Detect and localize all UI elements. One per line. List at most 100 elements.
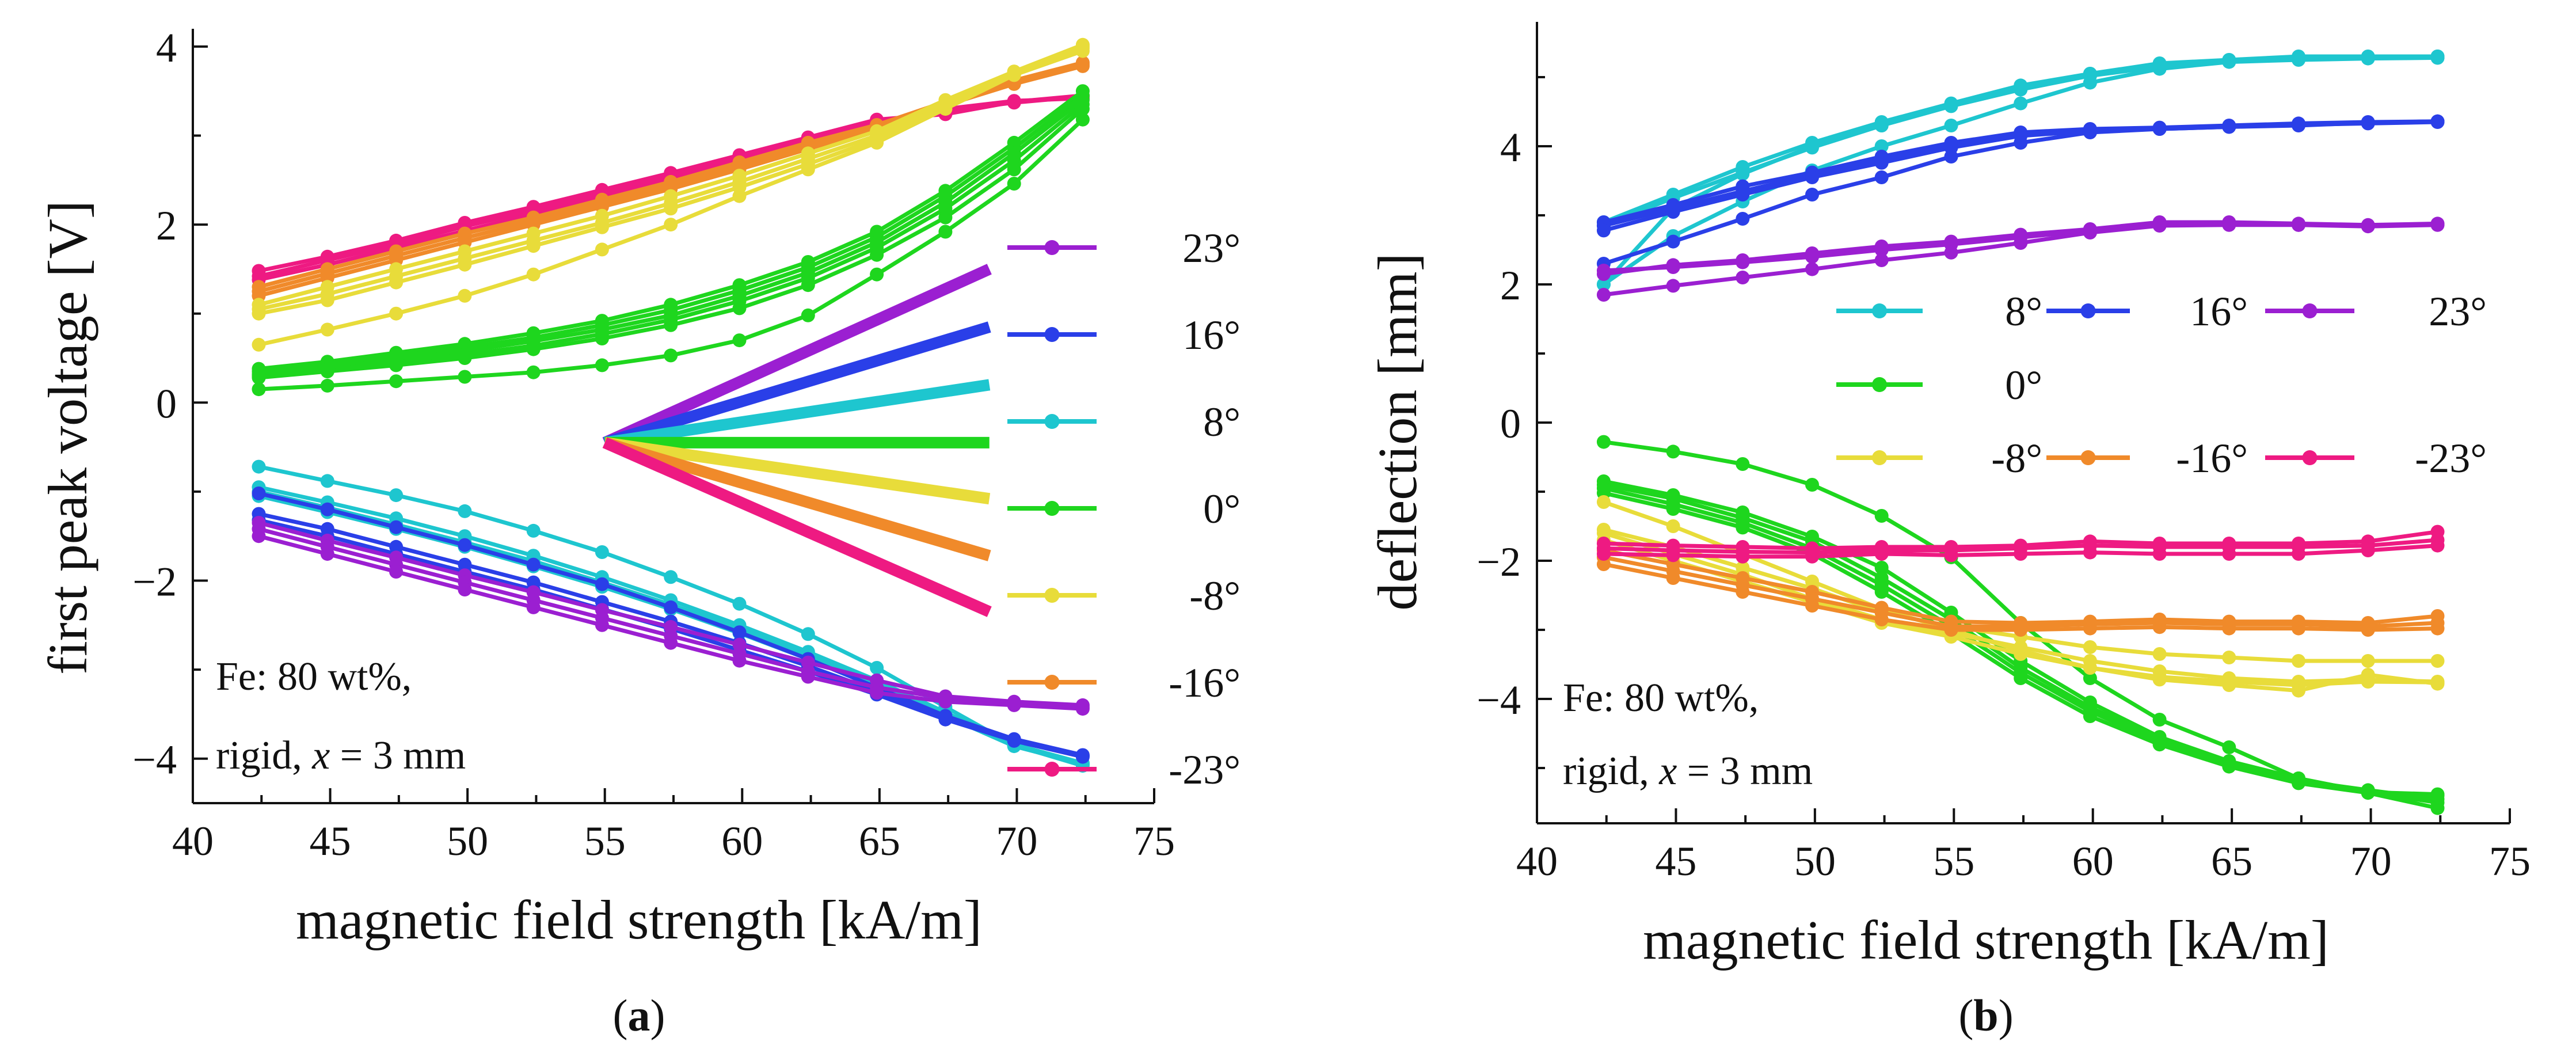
legend-marker-a-0 xyxy=(1044,240,1060,255)
data-point-b-2-5 xyxy=(1944,99,1958,113)
data-point-a-14-11 xyxy=(1007,162,1021,177)
data-point-a-25-4 xyxy=(526,600,541,614)
data-point-a-9-7 xyxy=(732,189,747,203)
fan-line-0 xyxy=(602,264,992,448)
annotation-line2-b: rigid, x = 3 mm xyxy=(1563,749,1813,793)
fan-line-4 xyxy=(604,436,991,505)
data-point-a-16-2 xyxy=(389,488,404,503)
data-point-a-25-8 xyxy=(801,670,815,684)
data-point-a-15-6 xyxy=(664,348,678,363)
x-axis-title-a: magnetic field strength [kA/m] xyxy=(296,889,982,951)
data-point-b-25-9 xyxy=(2222,547,2236,561)
data-point-b-3-0 xyxy=(1596,277,1611,291)
data-point-b-22-5 xyxy=(1944,623,1958,637)
y-tick-label-b-2: 0 xyxy=(1500,401,1521,447)
data-point-b-22-7 xyxy=(2083,621,2097,636)
data-point-b-7-5 xyxy=(1944,150,1958,164)
data-point-a-14-2 xyxy=(389,358,404,372)
data-point-b-15-10 xyxy=(2292,776,2305,790)
data-point-a-20-4 xyxy=(526,557,541,572)
data-point-a-20-1 xyxy=(320,502,334,516)
data-point-b-22-2 xyxy=(1736,585,1750,599)
x-tick-label-a-1: 45 xyxy=(310,818,351,864)
legend-b: 8° 16° 23° 0° -8° -16° -23° xyxy=(1836,288,2487,481)
data-point-b-10-5 xyxy=(1944,245,1958,260)
data-point-a-14-8 xyxy=(801,278,815,292)
annotation-variable-a: x xyxy=(311,733,330,778)
data-point-b-10-6 xyxy=(2014,236,2028,250)
panel-label-b-close: ) xyxy=(1999,990,2014,1040)
x-tick-label-a-7: 75 xyxy=(1133,818,1175,864)
data-point-b-10-10 xyxy=(2292,218,2305,232)
data-point-a-8-2 xyxy=(389,275,404,290)
y-tick-label-a-4: 4 xyxy=(156,25,177,71)
data-point-b-11-3 xyxy=(1805,478,1819,492)
data-point-b-3-12 xyxy=(2430,51,2445,65)
data-point-a-14-5 xyxy=(595,332,609,345)
legend-label-a-1: 16° xyxy=(1182,312,1241,358)
data-point-a-15-4 xyxy=(526,365,541,379)
data-point-b-11-8 xyxy=(2152,713,2167,727)
legend-label-a-5: -16° xyxy=(1169,660,1241,706)
data-point-b-22-0 xyxy=(1596,557,1611,571)
data-point-b-3-7 xyxy=(2083,75,2097,90)
y-tick-label-b-4: 4 xyxy=(1500,124,1521,170)
data-point-a-16-3 xyxy=(458,504,472,518)
data-point-a-25-9 xyxy=(870,686,884,700)
data-point-b-25-11 xyxy=(2361,543,2375,557)
data-point-b-10-3 xyxy=(1805,262,1819,276)
data-point-b-3-10 xyxy=(2292,53,2305,67)
data-point-b-2-4 xyxy=(1874,119,1889,132)
data-point-a-25-7 xyxy=(732,653,747,668)
data-point-b-22-9 xyxy=(2222,621,2236,636)
angle-inset-fan-a xyxy=(602,264,992,617)
legend-marker-a-6 xyxy=(1044,762,1060,777)
x-tick-label-b-6: 70 xyxy=(2350,838,2392,884)
annotation-line2-b-start: rigid, xyxy=(1563,749,1659,793)
data-point-a-8-5 xyxy=(595,220,609,234)
data-point-b-11-7 xyxy=(2083,671,2097,685)
x-tick-label-b-2: 50 xyxy=(1794,838,1836,884)
data-point-a-9-5 xyxy=(595,242,609,257)
data-point-b-10-1 xyxy=(1666,279,1680,293)
axes-b: 40 45 50 55 60 65 70 75 −4 −2 0 2 4 xyxy=(1477,22,2531,884)
data-point-a-16-1 xyxy=(320,474,334,488)
data-point-a-14-3 xyxy=(458,351,472,365)
data-point-b-3-11 xyxy=(2361,51,2375,66)
data-point-b-3-6 xyxy=(2014,96,2028,111)
series-lines-b xyxy=(1596,50,2445,815)
data-point-b-6-3 xyxy=(1805,170,1819,184)
data-point-a-25-3 xyxy=(458,583,472,596)
data-point-a-9-0 xyxy=(252,337,266,352)
data-point-a-15-0 xyxy=(252,382,266,397)
panel-label-b: (b) xyxy=(1958,990,2013,1040)
data-point-a-9-8 xyxy=(801,162,815,177)
data-point-b-7-10 xyxy=(2292,119,2305,132)
data-point-a-25-6 xyxy=(664,636,678,650)
data-point-a-14-6 xyxy=(664,318,678,332)
data-point-b-15-2 xyxy=(1736,520,1750,535)
y-tick-label-b-0: −4 xyxy=(1477,677,1521,723)
data-point-b-16-7 xyxy=(2083,640,2097,654)
data-point-a-16-7 xyxy=(732,596,747,611)
data-point-b-11-0 xyxy=(1596,435,1611,449)
data-point-b-19-7 xyxy=(2083,661,2097,675)
data-point-b-25-2 xyxy=(1736,549,1750,564)
panel-label-a-letter: a xyxy=(628,990,650,1040)
data-point-a-16-6 xyxy=(664,570,678,584)
annotation-line1-b: Fe: 80 wt%, xyxy=(1563,676,1759,720)
data-point-b-25-8 xyxy=(2152,547,2167,561)
fan-line-2 xyxy=(604,379,991,448)
data-point-a-9-12 xyxy=(1075,44,1090,58)
data-point-b-10-4 xyxy=(1874,253,1889,267)
legend-label-a-2: 8° xyxy=(1203,399,1241,445)
data-point-b-9-1 xyxy=(1666,260,1680,274)
data-point-a-15-9 xyxy=(870,267,884,282)
data-point-a-16-8 xyxy=(801,627,815,641)
legend-label-a-6: -23° xyxy=(1169,747,1241,793)
legend-label-b-5: -16° xyxy=(2176,435,2248,481)
data-point-a-14-0 xyxy=(252,371,266,385)
data-point-b-19-12 xyxy=(2430,676,2445,691)
legend-label-b-2: 23° xyxy=(2429,288,2487,334)
